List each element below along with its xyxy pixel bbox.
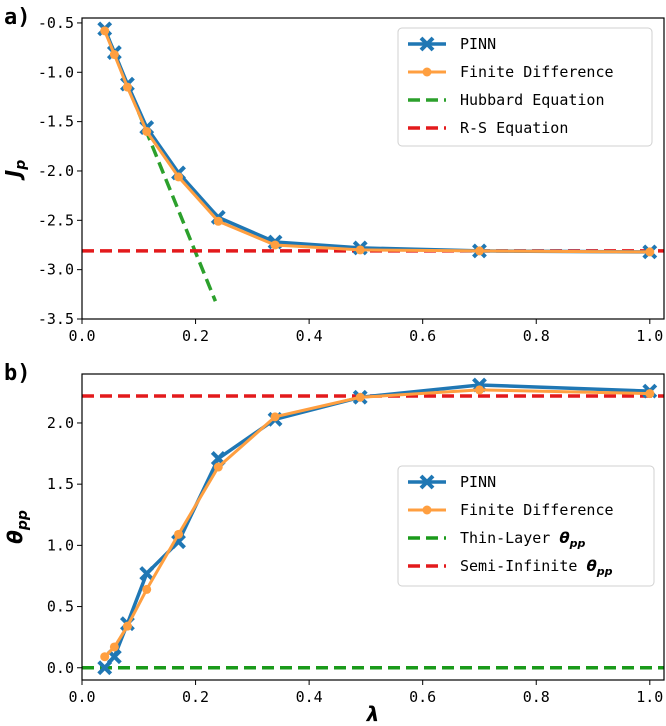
chart-panel-b: 0.0 0.2 0.4 0.6 0.8 1.0 0.0 0.5 1.0 1.5 2.0 b) θpp λ P…: [3, 361, 665, 726]
y-axis-label: θpp: [3, 510, 31, 544]
finite-difference-point: [474, 385, 484, 395]
finite-difference-point: [122, 621, 132, 631]
y-tick-label: -3.0: [38, 261, 74, 279]
plot-area: [82, 21, 664, 302]
finite-difference-point: [109, 50, 119, 60]
series-finite-difference-line: [103, 30, 650, 254]
legend-label-pinn: PINN: [460, 473, 496, 491]
legend-label-finite-difference: Finite Difference: [460, 501, 614, 519]
panel-label: a): [4, 5, 31, 30]
finite-difference-point: [213, 462, 223, 472]
x-tick-label: 0.8: [523, 327, 550, 345]
y-tick-label: -1.0: [38, 63, 74, 81]
x-tick-label: 0.2: [182, 327, 209, 345]
axes-frame: [81, 17, 665, 320]
x-axis-label: λ: [366, 702, 380, 726]
finite-difference-point: [174, 529, 184, 539]
x-tick-label: 0.2: [182, 688, 209, 706]
y-tick-label: 2.0: [47, 414, 74, 432]
y-axis-label: Jp: [1, 160, 29, 181]
y-tick-label: -3.5: [38, 310, 74, 328]
legend-marker-finite-difference: [422, 67, 432, 77]
finite-difference-point: [142, 126, 152, 136]
legend-label-pinn: PINN: [460, 35, 496, 53]
legend-box: [397, 27, 653, 147]
plot-area: [82, 377, 664, 676]
x-tick-label: 0.0: [68, 688, 95, 706]
x-tick-label: 0.0: [68, 327, 95, 345]
finite-difference-point: [109, 642, 119, 652]
legend: PINN Finite Difference Hubbard Equation R-S…: [397, 27, 653, 147]
x-tick-label: 1.0: [636, 327, 663, 345]
series-hubbard-equation-line: [103, 28, 218, 302]
finite-difference-point: [645, 389, 655, 399]
legend-label-finite-difference: Finite Difference: [460, 63, 614, 81]
legend-marker-finite-difference: [422, 505, 432, 515]
legend-marker-pinn: [419, 474, 435, 490]
legend-label-semi-infinite: Semi-Infinite θpp: [460, 557, 613, 578]
finite-difference-point: [100, 26, 110, 36]
y-tick-label: -1.5: [38, 113, 74, 131]
pinn-point: [97, 660, 113, 676]
legend: PINN Finite Difference Thin-Layer θpp Semi-…: [397, 465, 655, 587]
legend-label-hubbard-equation: Hubbard Equation: [460, 91, 605, 109]
y-tick-label: 1.5: [47, 475, 74, 493]
finite-difference-point: [645, 247, 655, 257]
y-tick-label: 1.0: [47, 536, 74, 554]
x-tick-label: 0.6: [409, 327, 436, 345]
legend-label-thin-layer: Thin-Layer θpp: [460, 529, 586, 550]
finite-difference-point: [270, 412, 280, 422]
legend-marker-pinn: [419, 36, 435, 52]
finite-difference-point: [355, 245, 365, 255]
finite-difference-point: [100, 652, 110, 662]
x-tick-label: 0.4: [296, 327, 323, 345]
chart-panel-a: 0.0 0.2 0.4 0.6 0.8 1.0 -0.5 -1.0 -1.5 -2.0 -2.5 -3…: [1, 5, 665, 345]
y-tick-label: -2.0: [38, 162, 74, 180]
y-tick-label: -2.5: [38, 211, 74, 229]
finite-difference-point: [270, 240, 280, 250]
axes-frame: [81, 373, 665, 681]
finite-difference-point: [174, 172, 184, 182]
x-tick-label: 0.6: [409, 688, 436, 706]
finite-difference-point: [474, 246, 484, 256]
legend-label-r-s-equation: R-S Equation: [460, 119, 568, 137]
series-finite-difference-line: [103, 388, 650, 658]
finite-difference-point: [142, 584, 152, 594]
finite-difference-point: [213, 216, 223, 226]
legend-box: [397, 465, 655, 587]
y-tick-label: -0.5: [38, 14, 74, 32]
x-tick-label: 0.8: [523, 688, 550, 706]
panel-label: b): [4, 361, 31, 386]
pinn-point: [139, 566, 155, 581]
finite-difference-point: [122, 82, 132, 92]
x-tick-label: 1.0: [636, 688, 663, 706]
y-tick-label: 0.5: [47, 598, 74, 616]
x-tick-label: 0.4: [296, 688, 323, 706]
pinn-point: [171, 534, 186, 550]
y-tick-label: 0.0: [47, 659, 74, 677]
finite-difference-point: [355, 392, 365, 402]
